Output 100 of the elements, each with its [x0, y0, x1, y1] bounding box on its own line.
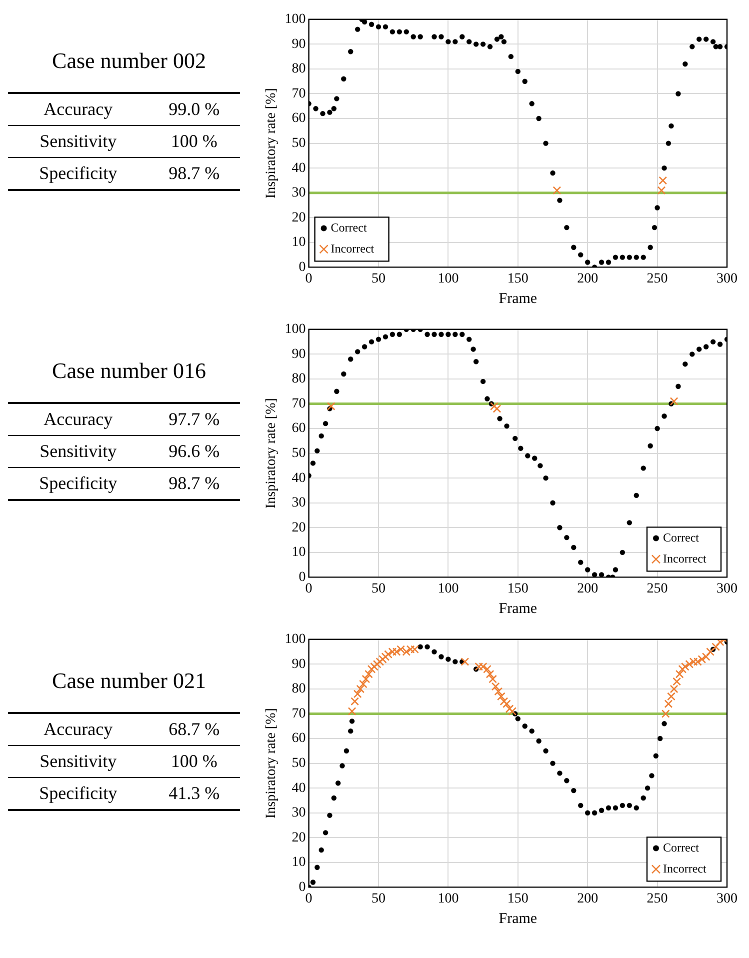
y-tick-label: 40 — [292, 780, 306, 796]
y-tick-label: 10 — [292, 235, 306, 250]
point — [378, 655, 387, 664]
y-tick-label: 20 — [292, 520, 306, 536]
y-tick-label: 100 — [284, 12, 306, 28]
point — [327, 812, 332, 818]
y-tick-label: 40 — [292, 160, 306, 176]
point — [626, 802, 632, 808]
text: 99.0 % — [168, 98, 221, 121]
point — [381, 652, 390, 661]
y-tick-label: 10 — [292, 855, 306, 870]
point — [500, 697, 508, 706]
x-tick-label: 50 — [372, 581, 386, 596]
point — [344, 748, 350, 754]
x-tick-label: 100 — [438, 581, 459, 596]
text: 98.7 % — [168, 162, 221, 185]
x-tick-label: 50 — [372, 891, 386, 906]
x-tick-label: 50 — [372, 271, 386, 286]
point — [680, 662, 690, 671]
legend-label: Correct — [663, 530, 700, 544]
point — [367, 664, 376, 674]
point — [331, 795, 336, 801]
point — [483, 664, 492, 674]
text: Accuracy — [42, 408, 114, 431]
text: 68.7 % — [168, 718, 221, 741]
point — [716, 639, 724, 646]
point — [515, 716, 520, 722]
point — [550, 760, 556, 766]
text: Case number 021 — [51, 668, 207, 694]
y-axis-title: Inspiratory rate [%] — [264, 398, 280, 509]
y-tick-label: 50 — [292, 446, 306, 461]
point — [640, 795, 646, 801]
point — [452, 659, 458, 664]
text: Accuracy — [42, 718, 114, 741]
x-tick-label: 250 — [646, 581, 668, 596]
x-tick-label: 150 — [507, 271, 528, 286]
point — [460, 658, 470, 666]
point — [322, 830, 328, 836]
point — [571, 788, 576, 794]
y-tick-label: 50 — [292, 756, 306, 771]
point — [492, 404, 502, 413]
y-tick-label: 40 — [292, 470, 306, 486]
point — [662, 721, 667, 726]
point — [505, 704, 514, 713]
text: 98.7 % — [168, 472, 221, 495]
y-tick-label: 90 — [292, 36, 306, 52]
text: 41.3 % — [168, 782, 221, 805]
y-tick-label: 0 — [298, 570, 306, 585]
y-tick-label: 50 — [292, 136, 306, 151]
point — [522, 724, 528, 729]
legend-label: Incorrect — [663, 551, 707, 566]
point — [364, 670, 373, 678]
x-tick-label: 300 — [716, 581, 738, 596]
point — [349, 718, 355, 724]
point — [598, 808, 604, 813]
point — [661, 710, 670, 718]
point — [649, 773, 654, 778]
point — [620, 802, 626, 808]
text: Specificity — [38, 782, 118, 805]
point — [438, 654, 444, 660]
y-tick-label: 80 — [292, 682, 306, 697]
y-axis-title: Inspiratory rate [%] — [264, 88, 280, 199]
point — [372, 660, 382, 668]
legend-label: Correct — [330, 220, 368, 234]
y-tick-label: 90 — [292, 346, 306, 362]
point — [486, 670, 494, 678]
y-tick-label: 60 — [292, 731, 306, 746]
point — [685, 660, 694, 668]
point — [529, 728, 534, 734]
point — [348, 728, 354, 734]
text: 96.6 % — [168, 440, 221, 463]
legend-label: Incorrect — [330, 241, 375, 256]
point — [689, 658, 698, 666]
point — [402, 648, 411, 656]
point — [644, 785, 650, 791]
y-tick-label: 60 — [292, 421, 306, 436]
x-tick-label: 200 — [577, 581, 598, 596]
point — [396, 645, 405, 654]
x-tick-label: 200 — [577, 271, 598, 286]
point — [508, 707, 517, 716]
point — [496, 692, 506, 701]
y-tick-label: 100 — [284, 632, 306, 648]
y-tick-label: 90 — [292, 656, 306, 672]
point — [410, 645, 419, 654]
text: Specificity — [38, 472, 118, 495]
x-tick-label: 300 — [716, 271, 738, 286]
y-tick-label: 80 — [292, 372, 306, 387]
x-tick-label: 250 — [646, 271, 668, 286]
text: 100 % — [170, 130, 218, 153]
y-tick-label: 70 — [292, 396, 306, 412]
y-tick-label: 80 — [292, 62, 306, 77]
point — [698, 655, 706, 664]
point — [606, 805, 612, 811]
x-tick-label: 300 — [716, 891, 738, 906]
point — [634, 805, 639, 811]
legend-label: Correct — [663, 840, 700, 854]
point — [356, 684, 365, 694]
x-tick-label: 150 — [507, 891, 528, 906]
x-tick-label: 250 — [646, 891, 668, 906]
text: Case number 016 — [51, 358, 207, 384]
